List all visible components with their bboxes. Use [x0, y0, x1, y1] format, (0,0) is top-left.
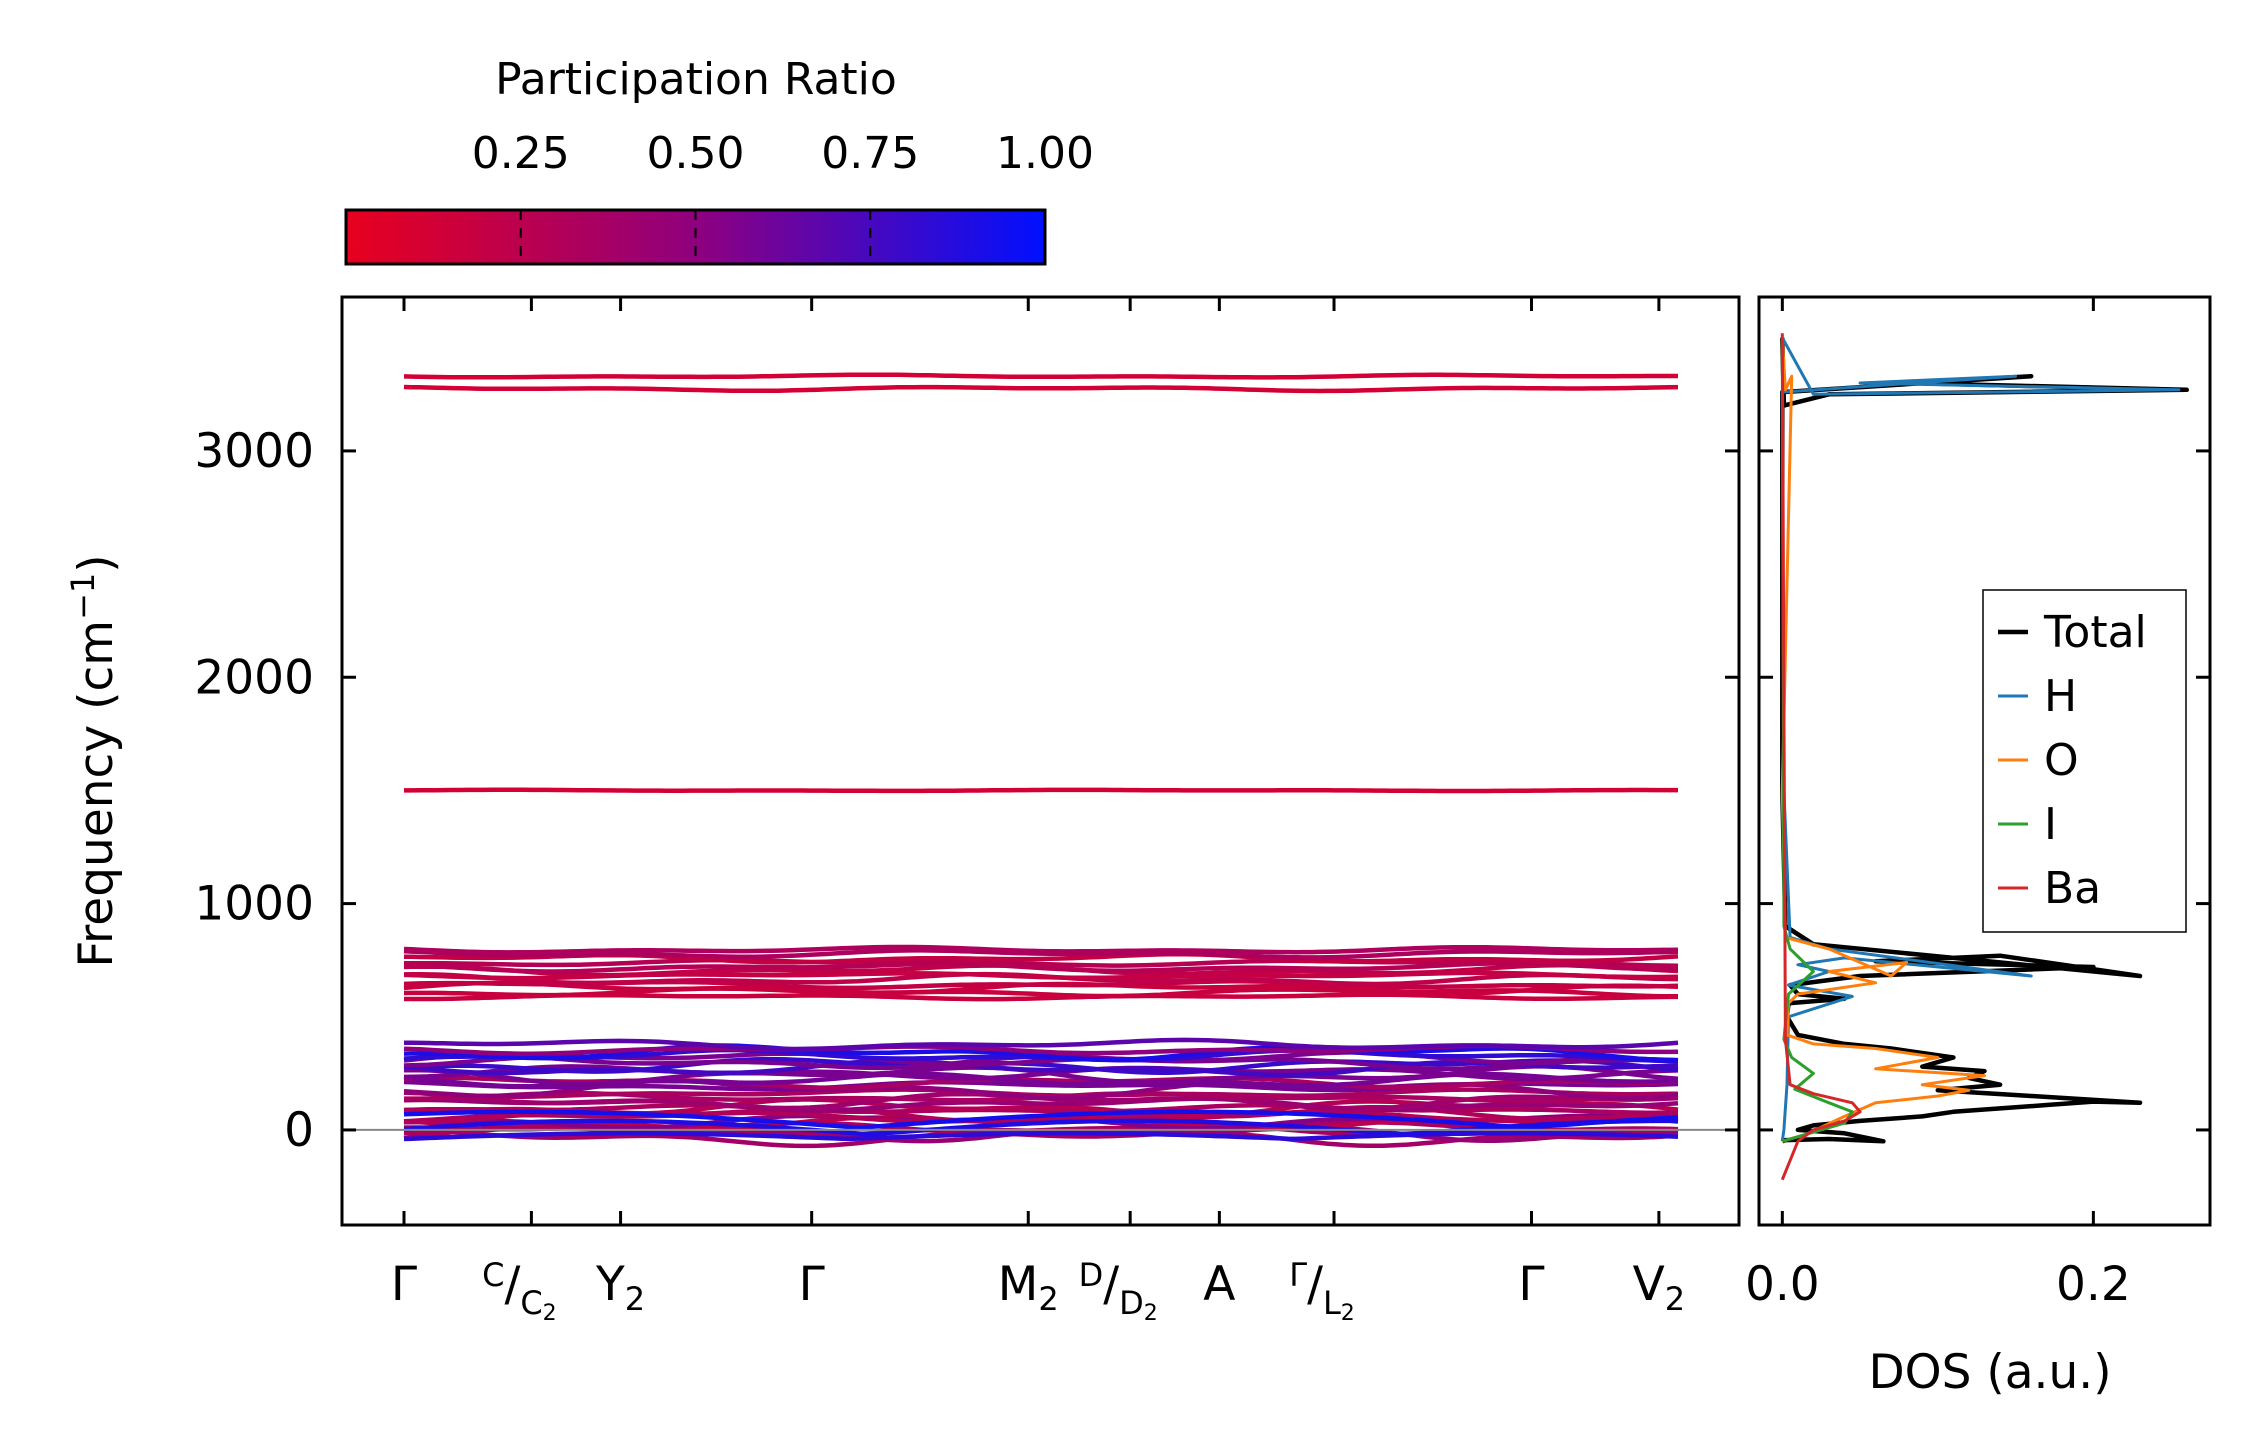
colorbar-tick-label: 0.50 — [647, 128, 745, 179]
y-axis-label-exponent: −1 — [64, 573, 102, 620]
legend-label: Ba — [2044, 863, 2101, 914]
colorbar-tick-label: 0.75 — [821, 128, 919, 179]
phonon-band — [403, 384, 1679, 394]
y-axis-label-main: Frequency (cm — [69, 620, 124, 968]
phonon-band — [403, 1103, 1679, 1115]
dos-panel: 0.0 0.2 DOS (a.u.) Total HOI Ba — [1745, 295, 2212, 1400]
k-label: Γ — [1518, 1257, 1544, 1312]
k-split-label: C/C2 — [482, 1256, 557, 1326]
phonon-band — [404, 992, 1678, 1002]
phonon-band — [403, 957, 1679, 968]
k-label: Y2 — [595, 1257, 645, 1318]
k-label: M2 — [998, 1257, 1059, 1318]
k-label: V2 — [1633, 1257, 1686, 1318]
phonon-band — [403, 1131, 1679, 1142]
colorbar-title: Participation Ratio — [495, 54, 897, 105]
y-axis-label: Frequency (cm−1) — [64, 554, 124, 967]
k-split-label: Γ/L2 — [1289, 1256, 1355, 1326]
main-x-axis: Γ Y2 Γ M2 A Γ V2 C/C2 D/D2 Γ/L2 — [391, 297, 1685, 1326]
dos-x-axis-label: DOS (a.u.) — [1868, 1345, 2111, 1400]
colorbar: Participation Ratio 0.25 0.50 0.75 1.00 — [344, 54, 1094, 266]
band-structure-panel: 0 1000 2000 3000 Γ Y2 Γ M2 A Γ V2 C/C2 D/D2 Γ/L2 Fre… — [64, 295, 1741, 1326]
dos-curve-ba — [1780, 333, 1862, 1181]
y-axis-label-close: ) — [69, 554, 124, 572]
legend-label: Total — [2043, 607, 2147, 658]
dos-legend: Total HOI Ba — [1982, 589, 2187, 933]
legend-label: I — [2044, 799, 2057, 850]
dos-axes: 0.0 0.2 — [1745, 297, 2210, 1312]
band-frame — [340, 295, 1741, 1227]
phonon-band — [403, 1109, 1679, 1130]
k-split-label: D/D2 — [1079, 1256, 1158, 1326]
phonon-band — [403, 372, 1678, 380]
phonon-band — [403, 1087, 1679, 1099]
legend-label: H — [2044, 671, 2077, 722]
phonon-band — [403, 944, 1679, 955]
legend-label: O — [2044, 735, 2079, 786]
dos-frame — [1757, 295, 2212, 1227]
dos-x-tick-label: 0.0 — [1745, 1257, 1820, 1312]
colorbar-tick-label: 0.25 — [472, 128, 570, 179]
y-tick-label: 0 — [284, 1103, 314, 1158]
phonon-band — [403, 1043, 1679, 1063]
legend-items: Total HOI Ba — [1998, 607, 2147, 914]
y-tick-label: 3000 — [194, 424, 314, 479]
phonon-band — [403, 961, 1678, 974]
k-label: Γ — [799, 1257, 825, 1312]
k-label: Γ — [391, 1257, 417, 1312]
phonon-band — [403, 986, 1678, 999]
colorbar-tick-label: 1.00 — [996, 128, 1094, 179]
dos-curve-i — [1780, 337, 1854, 1143]
k-label: A — [1203, 1257, 1235, 1312]
phonon-band — [404, 787, 1678, 794]
main-y-axis: 0 1000 2000 3000 — [194, 424, 1739, 1158]
y-tick-label: 1000 — [194, 877, 314, 932]
phonon-band — [403, 1056, 1679, 1075]
dos-curves — [1780, 333, 2189, 1181]
colorbar-ticks: 0.25 0.50 0.75 1.00 — [472, 128, 1094, 264]
phonon-bands — [403, 372, 1679, 1149]
phonon-band — [403, 948, 1679, 960]
phonon-band — [404, 1037, 1679, 1052]
y-tick-label: 2000 — [194, 650, 314, 705]
dos-x-tick-label: 0.2 — [2056, 1257, 2131, 1312]
dos-curve-o — [1780, 337, 1986, 1143]
